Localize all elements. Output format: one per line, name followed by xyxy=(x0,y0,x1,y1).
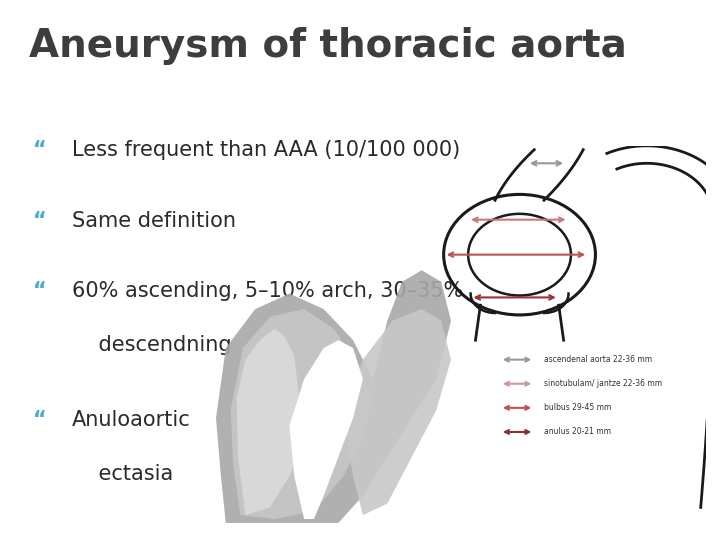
Polygon shape xyxy=(230,309,373,519)
Text: ectasia: ectasia xyxy=(72,464,174,484)
Polygon shape xyxy=(289,340,363,519)
Text: sinotubulam/ jantze 22-36 mm: sinotubulam/ jantze 22-36 mm xyxy=(544,379,662,388)
Text: “: “ xyxy=(32,281,46,301)
Text: Less frequent than AAA (10/100 000): Less frequent than AAA (10/100 000) xyxy=(72,140,460,160)
Text: “: “ xyxy=(32,211,46,231)
Polygon shape xyxy=(237,328,304,515)
Polygon shape xyxy=(216,270,451,523)
Text: ascendenal aorta 22-36 mm: ascendenal aorta 22-36 mm xyxy=(544,355,652,364)
Text: bulbus 29-45 mm: bulbus 29-45 mm xyxy=(544,403,611,413)
Text: Aneurysm of thoracic aorta: Aneurysm of thoracic aorta xyxy=(29,27,626,65)
Text: 60% ascending, 5–10% arch, 30–35%: 60% ascending, 5–10% arch, 30–35% xyxy=(72,281,463,301)
Text: “: “ xyxy=(32,140,46,160)
Text: “: “ xyxy=(32,410,46,430)
Text: descendning: descendning xyxy=(72,335,232,355)
Text: Anuloaortic: Anuloaortic xyxy=(72,410,191,430)
Polygon shape xyxy=(343,309,451,515)
Text: Same definition: Same definition xyxy=(72,211,236,231)
Text: anulus 20-21 mm: anulus 20-21 mm xyxy=(544,428,611,436)
